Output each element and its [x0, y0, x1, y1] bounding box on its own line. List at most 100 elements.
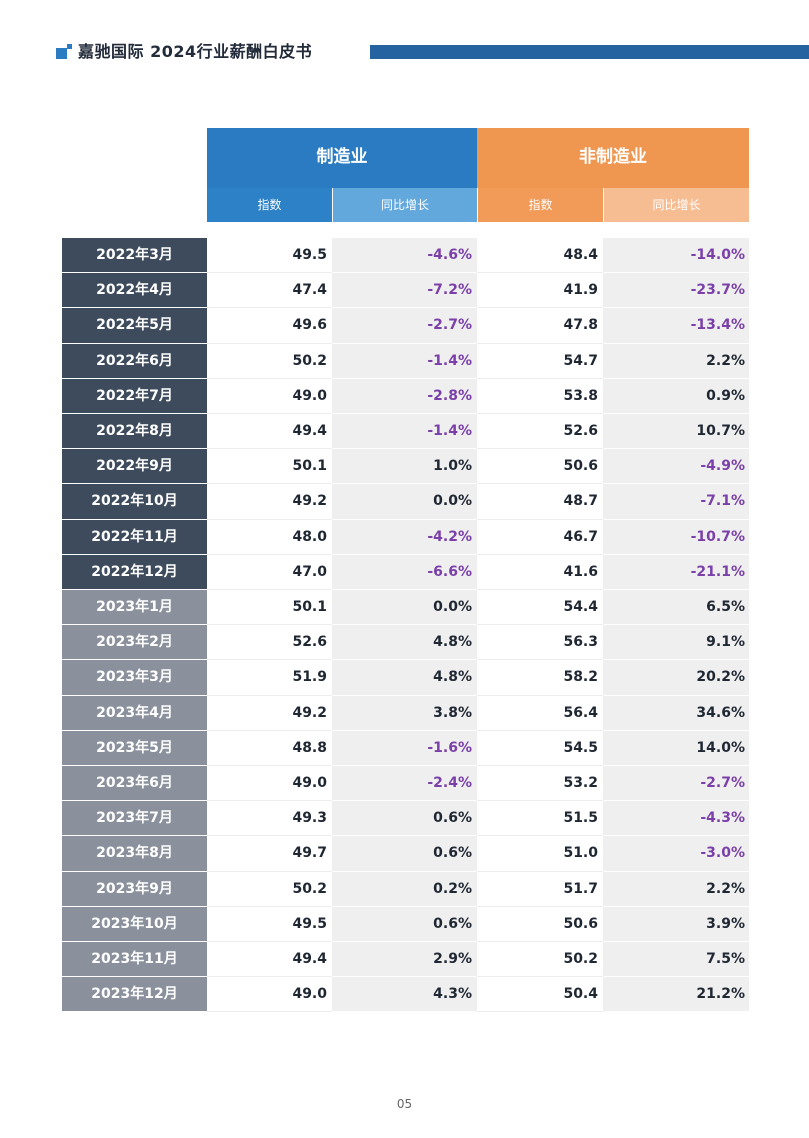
subheader-non-index: 指数 [477, 188, 603, 222]
table-row: 2022年12月 47.0 -6.6% 41.6 -21.1% [62, 554, 749, 590]
mfg-index-cell: 50.2 [207, 871, 332, 907]
table-row: 2022年4月 47.4 -7.2% 41.9 -23.7% [62, 273, 749, 309]
table-row: 2023年5月 48.8 -1.6% 54.5 14.0% [62, 730, 749, 766]
mfg-yoy-cell: -4.2% [332, 519, 477, 555]
mfg-yoy-cell: -1.4% [332, 414, 477, 450]
mfg-index-cell: 49.0 [207, 977, 332, 1013]
row-month-label: 2023年9月 [62, 871, 207, 907]
row-month-label: 2023年1月 [62, 590, 207, 626]
non-mfg-index-cell: 50.6 [477, 449, 603, 485]
table-row: 2023年3月 51.9 4.8% 58.2 20.2% [62, 660, 749, 696]
non-mfg-index-cell: 41.9 [477, 273, 603, 309]
subheader-non-yoy: 同比增长 [603, 188, 749, 222]
non-mfg-yoy-cell: 20.2% [603, 660, 749, 696]
table-row: 2023年12月 49.0 4.3% 50.4 21.2% [62, 977, 749, 1013]
non-mfg-index-cell: 52.6 [477, 414, 603, 450]
row-month-label: 2023年6月 [62, 766, 207, 802]
table-row: 2023年1月 50.1 0.0% 54.4 6.5% [62, 590, 749, 626]
mfg-yoy-cell: -7.2% [332, 273, 477, 309]
row-month-label: 2022年10月 [62, 484, 207, 520]
mfg-yoy-cell: -4.6% [332, 238, 477, 274]
row-month-label: 2023年10月 [62, 906, 207, 942]
non-mfg-yoy-cell: 3.9% [603, 906, 749, 942]
table-row: 2023年11月 49.4 2.9% 50.2 7.5% [62, 942, 749, 978]
row-month-label: 2022年9月 [62, 449, 207, 485]
mfg-index-cell: 49.4 [207, 942, 332, 978]
non-mfg-yoy-cell: -2.7% [603, 766, 749, 802]
row-month-label: 2023年8月 [62, 836, 207, 872]
row-month-label: 2022年7月 [62, 378, 207, 414]
row-month-label: 2022年11月 [62, 519, 207, 555]
mfg-yoy-cell: 4.3% [332, 977, 477, 1013]
non-mfg-index-cell: 54.7 [477, 343, 603, 379]
non-mfg-yoy-cell: 2.2% [603, 871, 749, 907]
row-month-label: 2023年11月 [62, 942, 207, 978]
non-mfg-yoy-cell: -14.0% [603, 238, 749, 274]
mfg-index-cell: 50.1 [207, 449, 332, 485]
mfg-index-cell: 49.6 [207, 308, 332, 344]
non-mfg-yoy-cell: 34.6% [603, 695, 749, 731]
mfg-yoy-cell: 4.8% [332, 625, 477, 661]
mfg-index-cell: 51.9 [207, 660, 332, 696]
non-mfg-yoy-cell: -3.0% [603, 836, 749, 872]
mfg-yoy-cell: -2.4% [332, 766, 477, 802]
mfg-index-cell: 48.0 [207, 519, 332, 555]
non-mfg-index-cell: 41.6 [477, 554, 603, 590]
non-mfg-yoy-cell: -13.4% [603, 308, 749, 344]
page-number: 05 [396, 1097, 413, 1111]
mfg-yoy-cell: 4.8% [332, 660, 477, 696]
mfg-yoy-cell: 0.0% [332, 484, 477, 520]
mfg-yoy-cell: 0.2% [332, 871, 477, 907]
non-mfg-yoy-cell: 14.0% [603, 730, 749, 766]
table-row: 2023年7月 49.3 0.6% 51.5 -4.3% [62, 801, 749, 837]
mfg-index-cell: 50.1 [207, 590, 332, 626]
row-month-label: 2022年8月 [62, 414, 207, 450]
row-month-label: 2022年6月 [62, 343, 207, 379]
non-mfg-index-cell: 51.7 [477, 871, 603, 907]
row-month-label: 2023年3月 [62, 660, 207, 696]
non-mfg-index-cell: 46.7 [477, 519, 603, 555]
subheader-mfg-index: 指数 [207, 188, 332, 222]
mfg-index-cell: 47.4 [207, 273, 332, 309]
non-mfg-index-cell: 51.5 [477, 801, 603, 837]
non-mfg-yoy-cell: -7.1% [603, 484, 749, 520]
table-row: 2023年10月 49.5 0.6% 50.6 3.9% [62, 906, 749, 942]
non-mfg-index-cell: 51.0 [477, 836, 603, 872]
non-mfg-index-cell: 50.2 [477, 942, 603, 978]
table-row: 2022年8月 49.4 -1.4% 52.6 10.7% [62, 414, 749, 450]
non-mfg-yoy-cell: -4.3% [603, 801, 749, 837]
mfg-yoy-cell: -2.8% [332, 378, 477, 414]
mfg-index-cell: 47.0 [207, 554, 332, 590]
row-month-label: 2022年5月 [62, 308, 207, 344]
non-mfg-index-cell: 50.6 [477, 906, 603, 942]
table-row: 2023年6月 49.0 -2.4% 53.2 -2.7% [62, 766, 749, 802]
logo-icon [56, 44, 72, 60]
non-mfg-index-cell: 47.8 [477, 308, 603, 344]
mfg-index-cell: 49.0 [207, 766, 332, 802]
non-mfg-yoy-cell: 0.9% [603, 378, 749, 414]
mfg-yoy-cell: 2.9% [332, 942, 477, 978]
non-mfg-yoy-cell: 7.5% [603, 942, 749, 978]
mfg-index-cell: 49.2 [207, 695, 332, 731]
non-mfg-index-cell: 53.2 [477, 766, 603, 802]
table-row: 2022年7月 49.0 -2.8% 53.8 0.9% [62, 378, 749, 414]
mfg-index-cell: 49.5 [207, 238, 332, 274]
header-decorative-bar [370, 45, 809, 59]
mfg-index-cell: 49.5 [207, 906, 332, 942]
group-header-non-manufacturing: 非制造业 [477, 128, 749, 188]
non-mfg-index-cell: 53.8 [477, 378, 603, 414]
table-row: 2023年2月 52.6 4.8% 56.3 9.1% [62, 625, 749, 661]
row-month-label: 2023年2月 [62, 625, 207, 661]
non-mfg-yoy-cell: -23.7% [603, 273, 749, 309]
table-row: 2022年3月 49.5 -4.6% 48.4 -14.0% [62, 238, 749, 274]
table-row: 2023年4月 49.2 3.8% 56.4 34.6% [62, 695, 749, 731]
mfg-index-cell: 49.4 [207, 414, 332, 450]
page-header: 嘉驰国际 2024行业薪酬白皮书 [0, 0, 809, 80]
non-mfg-index-cell: 54.5 [477, 730, 603, 766]
non-mfg-index-cell: 58.2 [477, 660, 603, 696]
non-mfg-yoy-cell: 10.7% [603, 414, 749, 450]
non-mfg-yoy-cell: -4.9% [603, 449, 749, 485]
mfg-yoy-cell: 0.6% [332, 906, 477, 942]
table-row: 2022年6月 50.2 -1.4% 54.7 2.2% [62, 343, 749, 379]
non-mfg-yoy-cell: -21.1% [603, 554, 749, 590]
